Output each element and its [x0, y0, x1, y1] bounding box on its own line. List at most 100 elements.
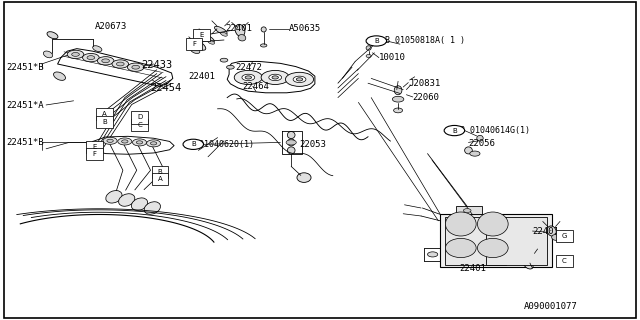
Bar — [556, 255, 573, 267]
Ellipse shape — [445, 212, 476, 236]
Ellipse shape — [131, 198, 148, 211]
Text: A: A — [157, 176, 163, 182]
Ellipse shape — [477, 212, 508, 236]
Circle shape — [116, 62, 124, 66]
Bar — [456, 206, 482, 214]
Text: 22433: 22433 — [141, 60, 172, 70]
Text: B: B — [102, 119, 107, 124]
Bar — [186, 38, 202, 50]
Text: 22401: 22401 — [189, 72, 216, 81]
Circle shape — [245, 76, 252, 79]
Text: A20673: A20673 — [95, 22, 127, 31]
Circle shape — [183, 139, 204, 149]
Bar — [486, 217, 547, 265]
Circle shape — [285, 72, 314, 86]
Ellipse shape — [392, 96, 404, 102]
Circle shape — [102, 59, 109, 63]
Text: 22451*A: 22451*A — [6, 101, 44, 110]
Text: 22053: 22053 — [300, 140, 326, 149]
Ellipse shape — [552, 235, 559, 240]
Ellipse shape — [106, 190, 122, 203]
Bar — [440, 214, 552, 267]
Ellipse shape — [366, 46, 371, 50]
Text: 22454: 22454 — [150, 83, 182, 93]
Bar — [445, 217, 506, 265]
Text: F: F — [93, 151, 97, 157]
Circle shape — [463, 209, 471, 212]
Ellipse shape — [477, 135, 483, 141]
Ellipse shape — [287, 139, 295, 146]
Text: 22401: 22401 — [225, 24, 252, 33]
Circle shape — [428, 252, 438, 257]
Ellipse shape — [547, 226, 556, 236]
Circle shape — [112, 60, 129, 68]
Ellipse shape — [191, 48, 200, 53]
Text: 22451*B: 22451*B — [6, 138, 44, 147]
Bar — [131, 111, 148, 124]
Ellipse shape — [477, 238, 508, 258]
Bar — [152, 173, 168, 185]
Ellipse shape — [238, 35, 246, 41]
Text: F: F — [192, 41, 196, 47]
Circle shape — [220, 58, 228, 62]
Bar — [556, 230, 573, 242]
Text: B: B — [191, 141, 196, 147]
Circle shape — [136, 141, 143, 144]
Circle shape — [72, 52, 79, 56]
Ellipse shape — [287, 132, 295, 139]
Text: B: B — [157, 169, 163, 175]
Ellipse shape — [191, 39, 206, 50]
Text: B: B — [374, 38, 379, 44]
Text: 22464: 22464 — [242, 82, 269, 91]
Text: 22056: 22056 — [468, 139, 495, 148]
Text: A50635: A50635 — [289, 24, 321, 33]
Ellipse shape — [214, 26, 227, 35]
Bar — [193, 29, 210, 41]
Ellipse shape — [394, 86, 402, 95]
Bar — [152, 166, 168, 178]
Circle shape — [234, 70, 262, 84]
Text: B 01040614G(1): B 01040614G(1) — [460, 126, 529, 135]
Circle shape — [272, 76, 278, 79]
Text: 22060: 22060 — [413, 93, 440, 102]
Ellipse shape — [93, 46, 102, 52]
Text: J20831: J20831 — [408, 79, 440, 88]
Circle shape — [444, 125, 465, 136]
Ellipse shape — [44, 51, 52, 58]
Ellipse shape — [47, 32, 58, 39]
Bar — [131, 119, 148, 131]
Circle shape — [83, 53, 99, 62]
Text: B: B — [452, 128, 457, 133]
Circle shape — [293, 76, 306, 83]
Text: G: G — [562, 233, 567, 239]
Ellipse shape — [297, 173, 311, 182]
Bar — [96, 108, 113, 120]
Text: 22401: 22401 — [460, 264, 486, 273]
Text: 22401: 22401 — [532, 227, 559, 236]
Circle shape — [261, 70, 289, 84]
Circle shape — [286, 140, 296, 145]
Ellipse shape — [465, 147, 472, 154]
Text: 22451*B: 22451*B — [6, 63, 44, 72]
Circle shape — [118, 138, 132, 145]
Circle shape — [147, 140, 161, 147]
Text: A: A — [102, 111, 107, 117]
Ellipse shape — [523, 259, 533, 269]
Text: E: E — [93, 144, 97, 150]
Circle shape — [296, 78, 303, 81]
Bar — [86, 148, 103, 160]
Ellipse shape — [261, 27, 266, 32]
Circle shape — [67, 50, 84, 59]
Ellipse shape — [144, 202, 161, 214]
Text: 10010: 10010 — [379, 53, 406, 62]
Text: E: E — [200, 32, 204, 38]
Ellipse shape — [208, 40, 214, 44]
Circle shape — [122, 140, 128, 143]
Circle shape — [470, 151, 480, 156]
Ellipse shape — [366, 54, 371, 58]
Text: C: C — [562, 258, 567, 264]
Ellipse shape — [394, 108, 403, 113]
Ellipse shape — [221, 32, 227, 36]
Circle shape — [97, 57, 114, 65]
Circle shape — [87, 56, 95, 60]
